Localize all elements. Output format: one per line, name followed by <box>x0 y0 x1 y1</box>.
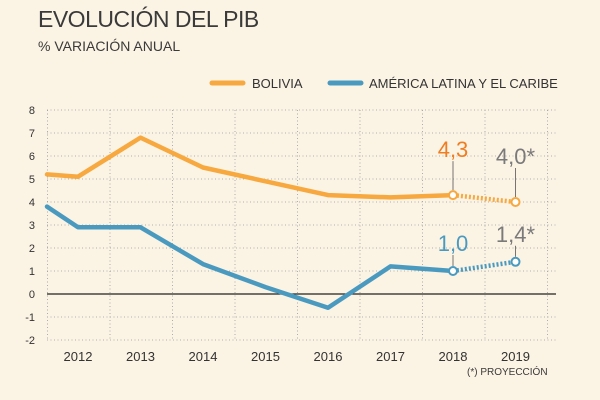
series-marker <box>510 256 521 267</box>
x-tick-label: 2013 <box>126 349 155 364</box>
x-tick-label: 2016 <box>314 349 343 364</box>
annotation-label: 4,0* <box>496 144 536 169</box>
chart-subtitle: % VARIACIÓN ANUAL <box>38 38 181 54</box>
annotation-label: 1,4* <box>496 222 536 247</box>
x-tick-label: 2014 <box>189 349 218 364</box>
y-tick-label: 7 <box>29 128 35 140</box>
legend: BOLIVIA AMÉRICA LATINA Y EL CARIBE <box>209 76 558 91</box>
x-tick-label: 2019 <box>501 349 530 364</box>
y-tick-label: 1 <box>29 266 35 278</box>
series-marker <box>448 190 458 201</box>
annotation-layer: 4,3 4,0* 1,0 1,4* <box>438 137 536 266</box>
series-projection-bolivia <box>452 192 516 205</box>
series-line-bolivia <box>44 135 456 200</box>
axis-layer: 8 7 6 5 4 3 2 1 0 -1 -2 2012 2013 2014 2015 2016 2017 201… <box>25 105 530 364</box>
x-tick-label: 2015 <box>251 349 280 364</box>
series-layer <box>44 135 521 311</box>
y-tick-label: 8 <box>29 105 35 117</box>
y-tick-label: 3 <box>29 220 35 232</box>
annotation-label: 1,0 <box>438 231 469 256</box>
y-tick-label: 6 <box>29 151 35 163</box>
x-tick-label: 2018 <box>439 349 468 364</box>
legend-label: AMÉRICA LATINA Y EL CARIBE <box>369 76 558 91</box>
chart-title: EVOLUCIÓN DEL PIB <box>38 6 259 32</box>
grid-layer <box>47 109 556 341</box>
series-marker <box>448 266 458 276</box>
x-tick-label: 2017 <box>376 349 405 364</box>
x-tick-label: 2012 <box>64 349 93 364</box>
y-tick-label: 0 <box>29 289 35 301</box>
y-tick-label: 2 <box>29 243 35 255</box>
y-tick-label: 4 <box>29 197 35 209</box>
y-tick-label: -2 <box>25 335 35 347</box>
series-line-latam <box>44 204 456 311</box>
y-tick-label: -1 <box>25 312 35 324</box>
projection-footnote: (*) PROYECCIÓN <box>467 367 548 378</box>
series-projection-latam <box>452 259 516 274</box>
annotation-label: 4,3 <box>438 137 469 162</box>
series-marker <box>510 197 521 207</box>
legend-label: BOLIVIA <box>252 76 303 91</box>
y-tick-label: 5 <box>29 174 35 186</box>
